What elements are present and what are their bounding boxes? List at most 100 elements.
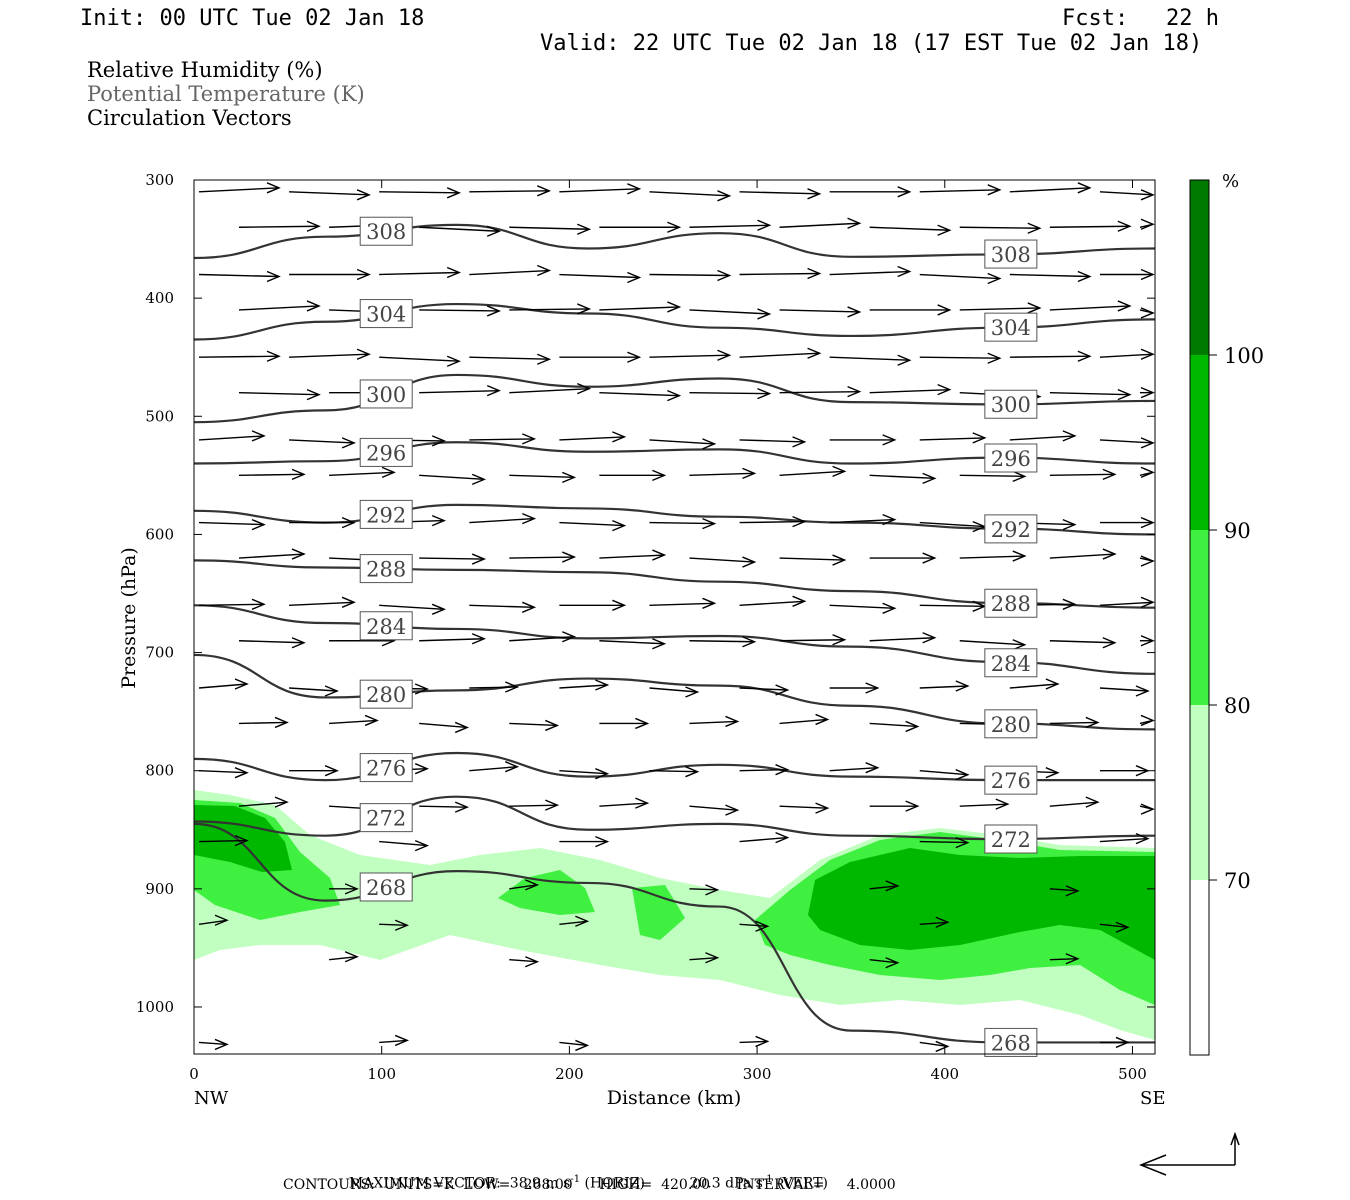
circulation-vector [779,639,845,642]
vector-head [324,765,339,777]
contour-label: 284 [984,648,1038,678]
circulation-vector [289,353,370,358]
vector-head [635,717,650,730]
vector-head [537,264,552,277]
circulation-vector [959,474,1025,478]
theta-contour-line [194,751,1155,782]
circulation-vector [198,1041,228,1046]
x-tick-label: 200 [555,1065,584,1083]
vector-head [705,884,720,896]
max-horiz-value: 38.9 m s [509,1175,571,1192]
contour-label: 280 [359,679,413,709]
vector-head [577,303,592,315]
circulation-vector [469,269,550,276]
colorbar-label: 80 [1224,694,1251,718]
vector-head [251,598,266,610]
circulation-vector [1009,355,1090,358]
vector-head [937,384,952,396]
contour-label: 288 [359,554,413,584]
vector-head [937,304,952,316]
circulation-vector [649,770,698,773]
circulation-vector [829,518,895,524]
vert-tag: (VERT) [777,1175,828,1192]
vector-head [935,1040,950,1053]
circulation-vector [509,556,575,559]
circulation-vector [469,686,518,689]
vector-head [562,631,577,643]
vector-head [234,767,249,779]
circulation-vector [1009,435,1075,441]
vector-head [702,597,717,609]
circulation-vector [559,273,640,279]
circulation-vector [198,521,265,526]
contour-label: 272 [359,803,413,833]
circulation-vector [559,521,625,527]
vector-head [446,187,462,199]
vector-head [344,883,359,895]
svg-text:276: 276 [991,769,1031,793]
circulation-vector [689,805,738,811]
vector-head [431,603,447,615]
circulation-vector [649,191,730,197]
vector-head [454,801,470,813]
vector-head [882,602,897,614]
vector-head [667,221,682,233]
circulation-vector [919,437,985,441]
vector-head [905,800,920,812]
circulation-vector [739,600,805,607]
legend-vectors: Circulation Vectors [87,106,292,130]
circulation-vector [1049,888,1078,892]
colorbar-unit: % [1222,171,1239,192]
vector-head [575,915,590,927]
colorbar-segment [1190,705,1209,880]
vector-head [627,183,642,195]
vector-head [431,435,447,447]
y-tick-label: 600 [145,525,174,543]
y-tick-label: 900 [145,880,174,898]
circulation-vector [419,638,485,642]
circulation-vector [509,884,538,890]
circulation-vector [599,391,680,397]
circulation-vector [959,803,1008,807]
circulation-vector [379,923,408,926]
circulation-vector [238,225,320,228]
vector-head [1077,182,1092,194]
humidity-shading [194,790,1155,1040]
vector-head [807,347,822,359]
circulation-vector [419,474,485,481]
vector-head [1135,685,1150,697]
circulation-vector [379,604,445,611]
y-tick-label: 300 [145,171,174,189]
vector-head [522,433,537,445]
max-vector-label: MAXIMUM VECTOR: [348,1175,501,1192]
vector-head [955,680,970,692]
svg-text:296: 296 [991,447,1031,471]
y-tick-label: 500 [145,407,174,425]
circulation-vector [509,474,575,479]
horiz-tag: (HORIZ) [584,1175,645,1192]
vector-head [1140,466,1155,478]
colorbar-label: 100 [1224,344,1264,368]
vector-head [394,919,410,931]
vector-head [847,217,862,229]
vector-head [742,636,757,648]
circulation-vector [238,305,320,311]
legend-rh: Relative Humidity (%) [87,58,323,82]
vector-head [394,1034,410,1047]
circulation-vector [689,224,770,228]
contour-label: 296 [984,443,1038,473]
circulation-vector [919,685,968,689]
vector-head [885,880,900,892]
circulation-vector [1099,353,1154,358]
circulation-vector [1009,683,1058,689]
vector-head [1140,218,1155,230]
vector-head [324,685,339,697]
vector-head [1140,189,1155,201]
vector-head [627,271,642,284]
circulation-vector [919,770,968,776]
vector-head [266,182,281,194]
svg-text:268: 268 [991,1031,1031,1055]
circulation-vector [869,722,918,728]
circulation-vector [289,191,370,196]
contour-label: 292 [984,514,1038,544]
